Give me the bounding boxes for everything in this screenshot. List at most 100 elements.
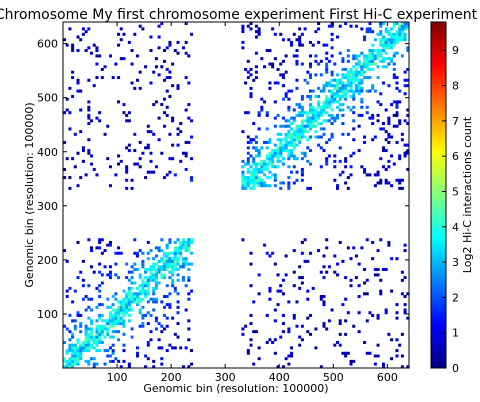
heatmap-cell [382, 268, 385, 271]
heatmap-cell [90, 336, 93, 339]
heatmap-cell [360, 52, 363, 55]
heatmap-cell [74, 349, 77, 352]
heatmap-cell [117, 154, 120, 157]
heatmap-cell [306, 290, 309, 293]
heatmap-cell [390, 38, 393, 41]
heatmap-cell [312, 125, 315, 128]
heatmap-cell [82, 260, 85, 263]
heatmap-cell [133, 87, 136, 90]
heatmap-cell [258, 357, 261, 360]
heatmap-cell [247, 168, 250, 171]
heatmap-cell [401, 271, 404, 274]
heatmap-cell [252, 187, 255, 190]
heatmap-cell [125, 263, 128, 266]
heatmap-cell [358, 54, 361, 57]
heatmap-cell [325, 65, 328, 68]
heatmap-cell [95, 287, 98, 290]
x-tick-label: 600 [377, 371, 398, 384]
heatmap-cell [174, 173, 177, 176]
heatmap-cell [344, 165, 347, 168]
heatmap-cell [344, 73, 347, 76]
heatmap-cell [177, 84, 180, 87]
heatmap-cell [174, 346, 177, 349]
heatmap-cell [333, 98, 336, 101]
heatmap-cell [287, 327, 290, 330]
heatmap-cell [171, 63, 174, 66]
heatmap-cell [147, 146, 150, 149]
heatmap-cell [404, 249, 407, 252]
heatmap-cell [77, 49, 80, 52]
heatmap-cell [74, 357, 77, 360]
heatmap-cell [390, 57, 393, 60]
heatmap-cell [182, 279, 185, 282]
heatmap-cell [287, 165, 290, 168]
heatmap-cell [131, 327, 134, 330]
heatmap-cell [136, 254, 139, 257]
heatmap-cell [336, 187, 339, 190]
heatmap-cell [295, 38, 298, 41]
heatmap-cell [312, 119, 315, 122]
heatmap-cell [347, 84, 350, 87]
heatmap-cell [104, 363, 107, 366]
heatmap-cell [344, 87, 347, 90]
heatmap-cell [312, 111, 315, 114]
heatmap-cell [98, 290, 101, 293]
heatmap-cell [341, 133, 344, 136]
heatmap-cell [250, 322, 253, 325]
heatmap-cell [141, 317, 144, 320]
heatmap-cell [355, 276, 358, 279]
heatmap-cell [339, 81, 342, 84]
heatmap-cell [82, 33, 85, 36]
heatmap-cell [317, 87, 320, 90]
heatmap-cell [271, 149, 274, 152]
heatmap-cell [320, 295, 323, 298]
heatmap-cell [79, 325, 82, 328]
heatmap-cell [68, 346, 71, 349]
heatmap-cell [182, 246, 185, 249]
heatmap-cell [371, 122, 374, 125]
heatmap-cell [106, 306, 109, 309]
heatmap-cell [87, 338, 90, 341]
heatmap-cell [90, 154, 93, 157]
heatmap-cell [377, 173, 380, 176]
heatmap-cell [250, 87, 253, 90]
heatmap-cell [106, 298, 109, 301]
heatmap-cell [377, 171, 380, 174]
heatmap-cell [133, 252, 136, 255]
heatmap-cell [304, 125, 307, 128]
heatmap-cell [271, 252, 274, 255]
heatmap-cell [171, 279, 174, 282]
heatmap-cell [155, 298, 158, 301]
heatmap-cell [401, 354, 404, 357]
heatmap-cell [268, 160, 271, 163]
heatmap-cell [158, 246, 161, 249]
heatmap-cell [71, 360, 74, 363]
heatmap-cell [177, 260, 180, 263]
heatmap-cell [185, 260, 188, 263]
heatmap-cell [377, 100, 380, 103]
heatmap-cell [136, 79, 139, 82]
heatmap-cell [87, 46, 90, 49]
y-tick-label: 500 [37, 92, 58, 105]
heatmap-cell [250, 171, 253, 174]
heatmap-cell [136, 295, 139, 298]
heatmap-cell [377, 249, 380, 252]
heatmap-cell [139, 249, 142, 252]
heatmap-cell [404, 38, 407, 41]
heatmap-cell [279, 63, 282, 66]
heatmap-cell [317, 100, 320, 103]
heatmap-cell [109, 311, 112, 314]
heatmap-cell [352, 76, 355, 79]
heatmap-cell [66, 349, 69, 352]
heatmap-cell [247, 141, 250, 144]
heatmap-cell [390, 257, 393, 260]
heatmap-cell [133, 292, 136, 295]
heatmap-cell [139, 141, 142, 144]
heatmap-cell [95, 76, 98, 79]
heatmap-cell [82, 149, 85, 152]
heatmap-cell [87, 344, 90, 347]
heatmap-cell [379, 52, 382, 55]
heatmap-cell [150, 152, 153, 155]
heatmap-cell [77, 90, 80, 93]
heatmap-cell [187, 81, 190, 84]
